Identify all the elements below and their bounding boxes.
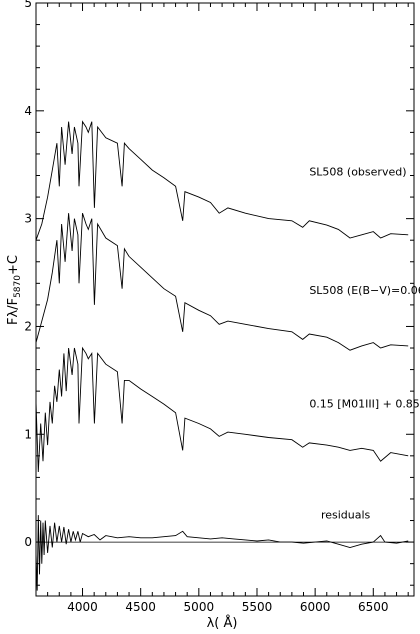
y-tick-label: 0 [24,535,32,549]
series-annotation: SL508 (observed) [309,166,406,179]
plot-area [35,2,415,597]
x-tick-label: 6000 [300,600,331,614]
y-tick-label: 5 [24,0,32,10]
x-tick-label: 6500 [358,600,389,614]
series-line-3 [35,346,409,473]
y-tick-label: 3 [24,212,32,226]
series-annotation: residuals [321,508,371,521]
y-axis-title: Fλ/F5870+C [6,255,23,325]
y-tick-label: 2 [24,319,32,333]
series-line-2 [35,213,409,351]
y-tick-label: 1 [24,427,32,441]
x-tick-label: 5500 [242,600,273,614]
series-line-1 [35,120,409,241]
series-line-4 [35,515,409,591]
x-tick-label: 5000 [184,600,215,614]
series-layer [35,120,409,591]
annotation-layer: SL508 (observed) SL508 (E(B−V)=0.06) 0.15 … [309,166,420,522]
y-tick-label: 4 [24,104,32,118]
x-axis: 4000 4500 5000 5500 6000 6500 [47,3,409,614]
x-tick-label: 4000 [67,600,98,614]
x-axis-title: λ( Å) [207,615,238,631]
x-tick-label: 4500 [125,600,156,614]
plot-frame [35,2,415,597]
series-annotation: 0.15 [M01III] + 0.85 [Ye] [309,397,420,410]
series-annotation: SL508 (E(B−V)=0.06) [309,284,420,297]
